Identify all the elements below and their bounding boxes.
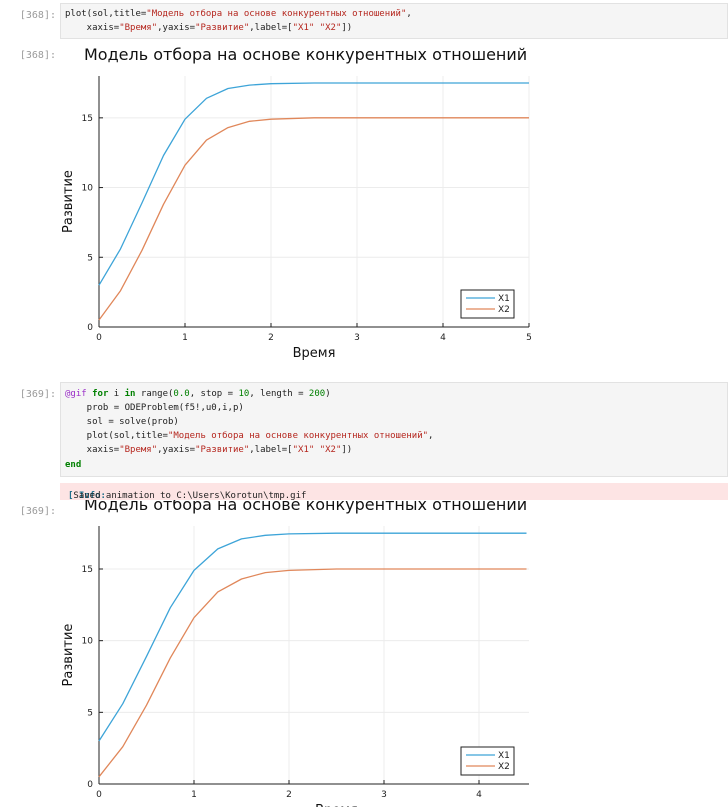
code-line: plot(sol,title="Модель отбора на основе …	[65, 431, 434, 441]
code-line: prob = ODEProblem(f5!,u0,i,p)	[65, 403, 244, 413]
y-axis-label: Развитие	[61, 170, 76, 233]
x-axis-label: Время	[315, 803, 358, 807]
code-cell[interactable]: @gif for i in range(0.0, stop = 10, leng…	[60, 382, 728, 477]
chart-title: Модель отбора на основе конкурентных отн…	[84, 45, 527, 64]
legend-label: X2	[498, 305, 510, 315]
x-axis-label: Время	[293, 346, 336, 360]
output-prompt: [369]:	[19, 506, 56, 517]
x-tick-label: 3	[381, 790, 387, 800]
plot-output: Модель отбора на основе конкурентных отн…	[61, 500, 529, 807]
x-tick-label: 4	[440, 333, 446, 343]
info-message: [ Info: Saved animation to C:\Users\Koro…	[60, 483, 728, 501]
code-line: plot(sol,title="Модель отбора на основе …	[65, 9, 412, 19]
y-axis-label: Развитие	[61, 624, 76, 687]
x-tick-label: 1	[182, 333, 188, 343]
x-tick-label: 2	[268, 333, 274, 343]
output-prompt: [368]:	[19, 50, 56, 61]
x-tick-label: 0	[96, 333, 102, 343]
input-prompt: [368]:	[19, 10, 56, 21]
x-tick-label: 1	[191, 790, 197, 800]
legend-box	[460, 746, 515, 776]
y-tick-label: 0	[87, 780, 93, 790]
info-label: [ Info:	[68, 491, 106, 501]
code-cell[interactable]: plot(sol,title="Модель отбора на основе …	[60, 3, 728, 39]
chart-title: Модель отбора на основе конкурентных отн…	[84, 500, 527, 514]
legend-label: X1	[498, 294, 510, 304]
code-line: xaxis="Время",yaxis="Развитие",label=["X…	[65, 445, 353, 455]
series-line-x1	[98, 532, 527, 742]
series-line-x2	[98, 117, 529, 321]
y-tick-label: 10	[82, 184, 94, 194]
legend-box	[460, 289, 515, 319]
y-tick-label: 5	[87, 708, 93, 718]
x-tick-label: 5	[526, 333, 532, 343]
y-tick-label: 15	[82, 114, 93, 124]
legend-label: X1	[498, 751, 510, 761]
series-line-x2	[98, 568, 527, 778]
series-line-x1	[98, 82, 529, 286]
x-tick-label: 2	[286, 790, 292, 800]
x-tick-label: 0	[96, 790, 102, 800]
code-line: xaxis="Время",yaxis="Развитие",label=["X…	[65, 23, 353, 33]
code-line: end	[65, 460, 82, 470]
x-tick-label: 4	[476, 790, 482, 800]
code-line: @gif for i in range(0.0, stop = 10, leng…	[65, 389, 331, 399]
x-tick-label: 3	[354, 333, 360, 343]
y-tick-label: 15	[82, 565, 93, 575]
info-text: Saved animation to C:\Users\Korotun\tmp.…	[68, 491, 307, 501]
code-line: sol = solve(prob)	[65, 417, 179, 427]
input-prompt: [369]:	[19, 389, 56, 400]
legend-label: X2	[498, 762, 510, 772]
y-tick-label: 10	[82, 637, 94, 647]
plot-output: Модель отбора на основе конкурентных отн…	[61, 45, 532, 360]
y-tick-label: 0	[87, 323, 93, 333]
y-tick-label: 5	[87, 253, 93, 263]
